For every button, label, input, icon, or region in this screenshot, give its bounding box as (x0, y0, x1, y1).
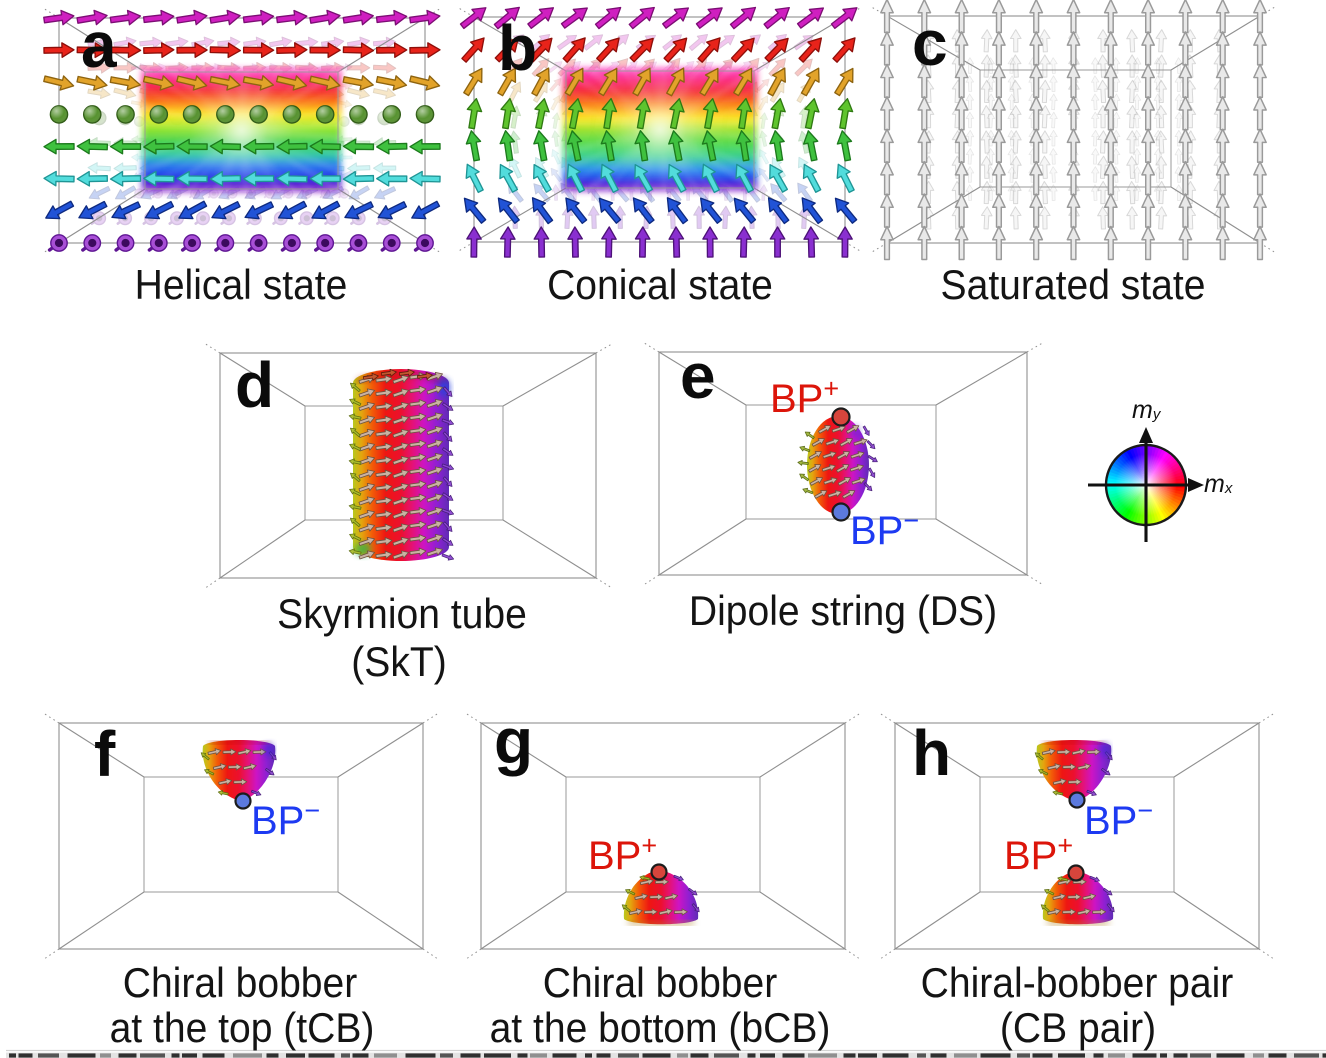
panel-letter-c: c (912, 7, 948, 79)
panel-letter-b: b (498, 12, 538, 84)
caption-ds: Dipole string (DS) (688, 587, 998, 634)
panel-a-helical-art (43, 8, 441, 253)
next-figure-cropped-strip (6, 1049, 1326, 1058)
bp-minus-label-e: BP− (850, 505, 920, 553)
caption-cbpair-line2: (CB pair) (999, 1004, 1157, 1051)
bp-plus-label-g: BP+ (588, 830, 658, 878)
caption-bcb-line2: at the bottom (bCB) (489, 1004, 831, 1051)
my-axis-label: my (1132, 396, 1161, 424)
panel-g-bottom-bobber-art (466, 713, 860, 959)
panel-letter-a: a (81, 9, 117, 81)
panel-e-dipole-string-art (644, 342, 1042, 585)
caption-skt-line2: (SkT) (351, 638, 447, 685)
bp-minus-label-h: BP− (1084, 795, 1154, 843)
panel-f-top-bobber-art (44, 713, 438, 959)
caption-bcb-line1: Chiral bobber (542, 959, 778, 1006)
bp-minus-label-f: BP− (251, 795, 321, 843)
panel-h-bobber-pair-art (880, 713, 1274, 959)
caption-skt-line1: Skyrmion tube (277, 590, 527, 637)
panel-c-saturated-art (872, 0, 1275, 261)
panel-letter-g: g (494, 705, 534, 777)
caption-cbpair-line1: Chiral-bobber pair (920, 959, 1234, 1006)
caption-conical: Conical state (547, 261, 773, 308)
caption-saturated: Saturated state (940, 261, 1206, 308)
panel-d-skyrmion-tube-art (205, 343, 612, 588)
mx-axis-label: mx (1204, 470, 1233, 498)
caption-helical: Helical state (134, 261, 348, 308)
panel-letter-h: h (912, 717, 952, 789)
caption-tcb-line2: at the top (tCB) (109, 1004, 375, 1051)
bp-plus-label-h: BP+ (1004, 830, 1074, 878)
color-wheel (1088, 427, 1204, 542)
caption-tcb-line1: Chiral bobber (122, 959, 358, 1006)
panel-letter-e: e (680, 340, 716, 412)
panel-letter-f: f (94, 718, 116, 790)
panel-letter-d: d (235, 349, 275, 421)
panel-b-conical-art (459, 6, 860, 258)
bp-plus-label-e: BP+ (770, 373, 840, 421)
